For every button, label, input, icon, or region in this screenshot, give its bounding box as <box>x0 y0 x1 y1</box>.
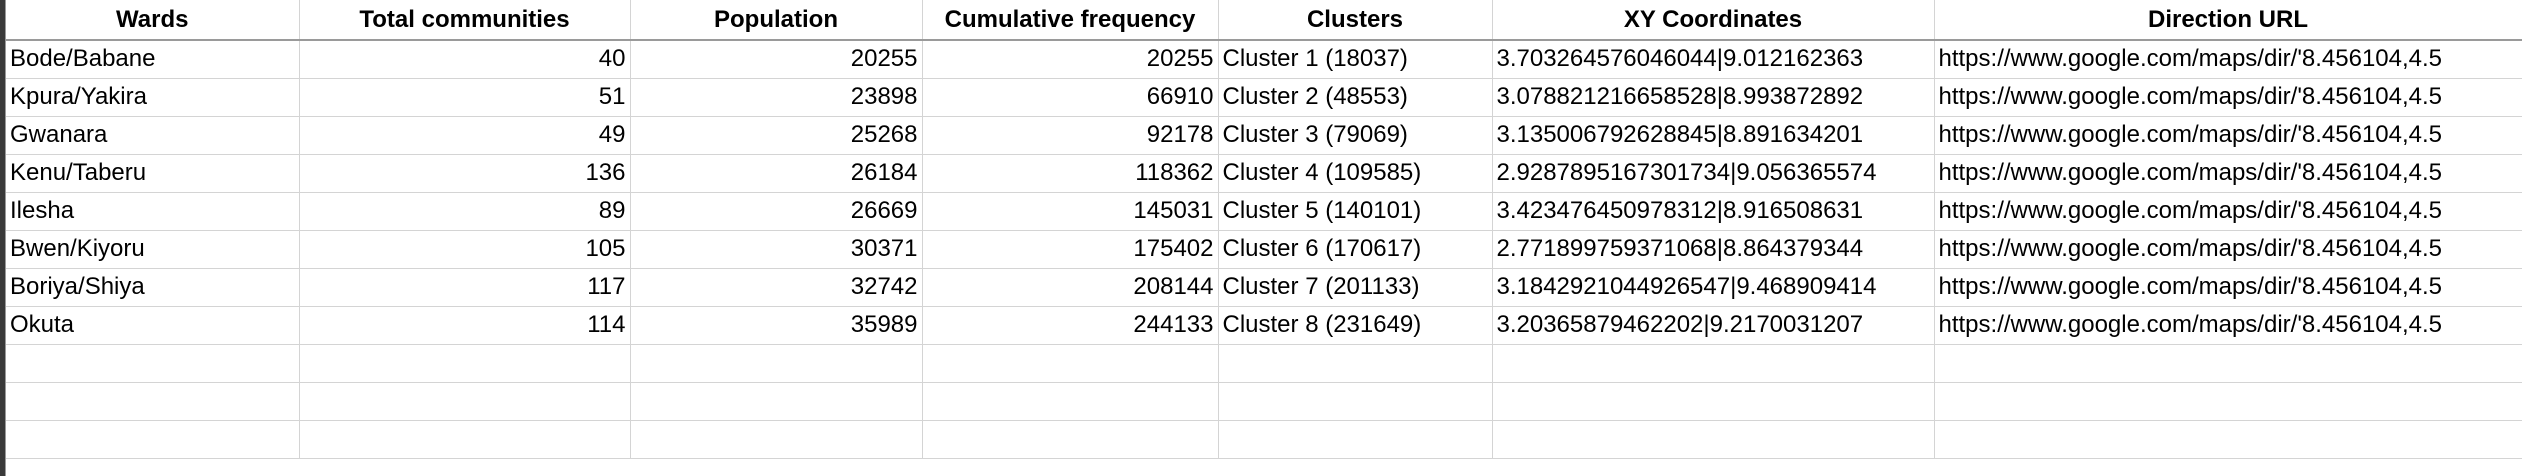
cell-cluster[interactable]: Cluster 3 (79069) <box>1218 116 1493 155</box>
cell-direction-url[interactable]: https://www.google.com/maps/dir/'8.45610… <box>1934 268 2522 307</box>
header-row: Wards Total communities Population Cumul… <box>6 0 2522 41</box>
empty-cell[interactable] <box>6 420 300 459</box>
cell-xy-coordinates[interactable]: 3.423476450978312|8.916508631 <box>1492 192 1935 231</box>
empty-cell[interactable] <box>630 420 923 459</box>
empty-cell[interactable] <box>1492 344 1935 383</box>
cell-total-communities[interactable]: 49 <box>299 116 631 155</box>
cell-cluster[interactable]: Cluster 8 (231649) <box>1218 306 1493 345</box>
empty-row <box>6 344 2522 383</box>
cell-cumulative-frequency[interactable]: 118362 <box>922 154 1219 193</box>
header-direction-url[interactable]: Direction URL <box>1934 0 2522 41</box>
cell-cumulative-frequency[interactable]: 20255 <box>922 40 1219 79</box>
cell-total-communities[interactable]: 105 <box>299 230 631 269</box>
cell-xy-coordinates[interactable]: 2.771899759371068|8.864379344 <box>1492 230 1935 269</box>
cell-population[interactable]: 23898 <box>630 78 923 117</box>
cell-xy-coordinates[interactable]: 3.135006792628845|8.891634201 <box>1492 116 1935 155</box>
table-row: Ilesha 89 26669 145031 Cluster 5 (140101… <box>6 192 2522 231</box>
cell-ward[interactable]: Bode/Babane <box>6 40 300 79</box>
empty-cell[interactable] <box>1492 382 1935 421</box>
cell-ward[interactable]: Ilesha <box>6 192 300 231</box>
data-table: Wards Total communities Population Cumul… <box>6 0 2522 459</box>
cell-direction-url[interactable]: https://www.google.com/maps/dir/'8.45610… <box>1934 230 2522 269</box>
cell-xy-coordinates[interactable]: 3.078821216658528|8.993872892 <box>1492 78 1935 117</box>
cell-ward[interactable]: Bwen/Kiyoru <box>6 230 300 269</box>
cell-cumulative-frequency[interactable]: 145031 <box>922 192 1219 231</box>
cell-xy-coordinates[interactable]: 3.1842921044926547|9.468909414 <box>1492 268 1935 307</box>
empty-cell[interactable] <box>630 344 923 383</box>
cell-population[interactable]: 25268 <box>630 116 923 155</box>
cell-total-communities[interactable]: 114 <box>299 306 631 345</box>
cell-population[interactable]: 35989 <box>630 306 923 345</box>
header-population[interactable]: Population <box>630 0 923 41</box>
cell-ward[interactable]: Boriya/Shiya <box>6 268 300 307</box>
table-row: Bode/Babane 40 20255 20255 Cluster 1 (18… <box>6 40 2522 79</box>
cell-cumulative-frequency[interactable]: 175402 <box>922 230 1219 269</box>
row-header-edge <box>0 0 6 476</box>
cell-total-communities[interactable]: 117 <box>299 268 631 307</box>
table-row: Okuta 114 35989 244133 Cluster 8 (231649… <box>6 306 2522 345</box>
table-row: Kenu/Taberu 136 26184 118362 Cluster 4 (… <box>6 154 2522 193</box>
empty-cell[interactable] <box>1492 420 1935 459</box>
empty-cell[interactable] <box>1218 420 1493 459</box>
cell-cumulative-frequency[interactable]: 92178 <box>922 116 1219 155</box>
cell-population[interactable]: 26184 <box>630 154 923 193</box>
cell-direction-url[interactable]: https://www.google.com/maps/dir/'8.45610… <box>1934 306 2522 345</box>
cell-total-communities[interactable]: 89 <box>299 192 631 231</box>
empty-cell[interactable] <box>1934 382 2522 421</box>
cell-population[interactable]: 26669 <box>630 192 923 231</box>
empty-cell[interactable] <box>630 382 923 421</box>
empty-cell[interactable] <box>922 420 1219 459</box>
cell-direction-url[interactable]: https://www.google.com/maps/dir/'8.45610… <box>1934 78 2522 117</box>
header-xy-coordinates[interactable]: XY Coordinates <box>1492 0 1935 41</box>
cell-population[interactable]: 32742 <box>630 268 923 307</box>
table-row: Boriya/Shiya 117 32742 208144 Cluster 7 … <box>6 268 2522 307</box>
table-row: Gwanara 49 25268 92178 Cluster 3 (79069)… <box>6 116 2522 155</box>
empty-cell[interactable] <box>6 344 300 383</box>
cell-ward[interactable]: Gwanara <box>6 116 300 155</box>
cell-population[interactable]: 30371 <box>630 230 923 269</box>
cell-cluster[interactable]: Cluster 5 (140101) <box>1218 192 1493 231</box>
cell-xy-coordinates[interactable]: 3.20365879462202|9.2170031207 <box>1492 306 1935 345</box>
empty-cell[interactable] <box>1934 344 2522 383</box>
cell-cumulative-frequency[interactable]: 208144 <box>922 268 1219 307</box>
empty-cell[interactable] <box>1218 382 1493 421</box>
empty-cell[interactable] <box>922 382 1219 421</box>
cell-xy-coordinates[interactable]: 3.703264576046044|9.012162363 <box>1492 40 1935 79</box>
cell-cluster[interactable]: Cluster 1 (18037) <box>1218 40 1493 79</box>
header-clusters[interactable]: Clusters <box>1218 0 1493 41</box>
cell-ward[interactable]: Kpura/Yakira <box>6 78 300 117</box>
empty-cell[interactable] <box>299 344 631 383</box>
cell-direction-url[interactable]: https://www.google.com/maps/dir/'8.45610… <box>1934 192 2522 231</box>
empty-row <box>6 382 2522 421</box>
header-total-communities[interactable]: Total communities <box>299 0 631 41</box>
empty-cell[interactable] <box>922 344 1219 383</box>
cell-ward[interactable]: Kenu/Taberu <box>6 154 300 193</box>
cell-direction-url[interactable]: https://www.google.com/maps/dir/'8.45610… <box>1934 154 2522 193</box>
empty-cell[interactable] <box>1934 420 2522 459</box>
cell-total-communities[interactable]: 40 <box>299 40 631 79</box>
cell-total-communities[interactable]: 136 <box>299 154 631 193</box>
empty-cell[interactable] <box>299 382 631 421</box>
cell-cumulative-frequency[interactable]: 244133 <box>922 306 1219 345</box>
cell-direction-url[interactable]: https://www.google.com/maps/dir/'8.45610… <box>1934 116 2522 155</box>
cell-cluster[interactable]: Cluster 7 (201133) <box>1218 268 1493 307</box>
cell-cluster[interactable]: Cluster 6 (170617) <box>1218 230 1493 269</box>
table-row: Kpura/Yakira 51 23898 66910 Cluster 2 (4… <box>6 78 2522 117</box>
header-cumulative-frequency[interactable]: Cumulative frequency <box>922 0 1219 41</box>
empty-cell[interactable] <box>6 382 300 421</box>
cell-total-communities[interactable]: 51 <box>299 78 631 117</box>
empty-row <box>6 420 2522 459</box>
cell-population[interactable]: 20255 <box>630 40 923 79</box>
empty-cell[interactable] <box>1218 344 1493 383</box>
header-wards[interactable]: Wards <box>6 0 300 41</box>
cell-ward[interactable]: Okuta <box>6 306 300 345</box>
empty-cell[interactable] <box>299 420 631 459</box>
cell-cluster[interactable]: Cluster 4 (109585) <box>1218 154 1493 193</box>
table-row: Bwen/Kiyoru 105 30371 175402 Cluster 6 (… <box>6 230 2522 269</box>
cell-direction-url[interactable]: https://www.google.com/maps/dir/'8.45610… <box>1934 40 2522 79</box>
cell-xy-coordinates[interactable]: 2.9287895167301734|9.056365574 <box>1492 154 1935 193</box>
cell-cluster[interactable]: Cluster 2 (48553) <box>1218 78 1493 117</box>
cell-cumulative-frequency[interactable]: 66910 <box>922 78 1219 117</box>
